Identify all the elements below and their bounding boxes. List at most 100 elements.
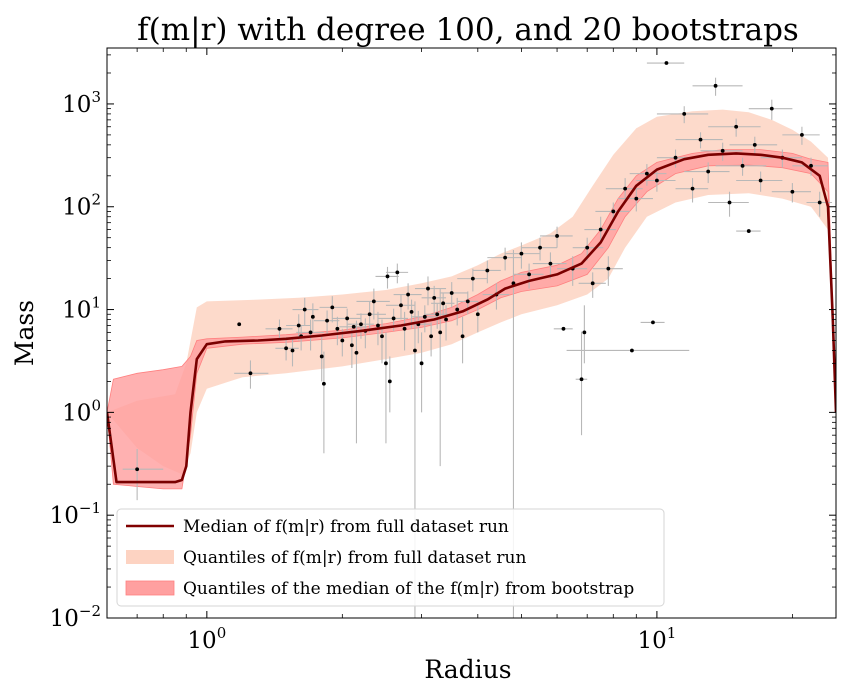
data-point: [519, 251, 524, 256]
data-point: [248, 371, 253, 376]
data-point: [455, 307, 460, 312]
data-point: [644, 171, 649, 176]
legend-label: Quantiles of the median of the f(m|r) fr…: [183, 579, 634, 599]
data-point: [319, 354, 324, 359]
data-point: [555, 234, 559, 238]
x-axis-label: Radius: [424, 655, 511, 684]
data-point: [422, 314, 427, 319]
data-point: [340, 338, 345, 343]
data-point: [345, 316, 350, 321]
data-point: [752, 142, 757, 147]
data-point: [237, 322, 242, 327]
data-point: [582, 330, 587, 335]
data-point: [790, 189, 795, 194]
data-point: [561, 326, 566, 331]
legend-label: Median of f(m|r) from full dataset run: [183, 517, 509, 537]
data-point: [727, 200, 732, 205]
y-axis-label: Mass: [10, 300, 39, 366]
plot-frame: [106, 47, 837, 619]
data-point: [354, 350, 359, 355]
data-point: [435, 312, 440, 317]
data-point: [444, 317, 448, 322]
data-point: [395, 270, 400, 275]
data-point: [284, 346, 288, 351]
data-point: [664, 61, 669, 65]
y-tick-label: 101: [62, 294, 101, 324]
data-point: [371, 299, 376, 304]
data-point: [367, 312, 372, 317]
median-line-group: [107, 152, 836, 484]
y-tick-label: 100: [62, 396, 101, 426]
data-point: [590, 281, 595, 286]
chart-title: f(m|r) with degree 100, and 20 bootstrap…: [137, 12, 799, 48]
legend: Median of f(m|r) from full dataset run Qu…: [116, 508, 665, 607]
data-point: [817, 200, 822, 205]
data-point: [720, 148, 725, 153]
data-point: [579, 377, 584, 382]
data-point: [302, 307, 307, 312]
y-tick-label: 103: [62, 88, 101, 118]
data-point: [769, 106, 774, 111]
legend-label: Quantiles of f(m|r) from full dataset ru…: [183, 548, 527, 568]
data-point: [384, 361, 388, 366]
legend-swatch: [125, 580, 175, 596]
data-point: [713, 83, 718, 88]
data-point: [485, 268, 490, 273]
data-point: [673, 155, 678, 160]
data-point: [527, 272, 531, 277]
data-point: [441, 301, 446, 306]
data-point: [598, 227, 603, 232]
data-point: [460, 334, 465, 339]
data-point: [432, 295, 437, 300]
data-point: [548, 261, 553, 266]
plot-area: [107, 61, 836, 618]
data-point: [277, 326, 282, 331]
data-point: [438, 330, 443, 335]
y-tick-label: 10−1: [50, 499, 101, 529]
data-point: [585, 245, 590, 250]
data-point: [634, 196, 639, 201]
median-line: [107, 152, 836, 484]
data-point: [538, 245, 542, 250]
data-point: [419, 361, 424, 366]
data-point: [351, 324, 356, 329]
data-point: [611, 209, 616, 214]
x-tick-label: 101: [637, 624, 676, 654]
data-point: [399, 303, 403, 308]
data-point: [296, 323, 301, 328]
data-point: [402, 326, 407, 331]
data-point: [391, 316, 396, 321]
data-point: [758, 178, 763, 183]
data-point: [325, 318, 329, 323]
data-point: [465, 299, 470, 304]
data-point: [135, 467, 140, 472]
data-point: [606, 266, 611, 271]
data-point: [809, 163, 813, 168]
data-point: [740, 163, 745, 168]
data-point: [449, 291, 454, 295]
data-point: [470, 276, 475, 281]
data-point: [310, 314, 315, 319]
data-point: [387, 379, 392, 384]
data-point: [475, 312, 480, 317]
data-point: [682, 112, 687, 116]
data-point: [406, 292, 410, 297]
data-point: [698, 137, 703, 142]
axis-ticks: 10−2 10−1 100 101 102 103 100 101: [50, 48, 836, 654]
data-point: [380, 334, 384, 339]
data-point: [426, 286, 430, 291]
data-point: [413, 348, 417, 353]
data-point: [690, 186, 695, 191]
data-point: [385, 274, 390, 279]
x-tick-label: 100: [187, 624, 226, 654]
data-point: [734, 124, 739, 129]
data-point: [706, 169, 711, 174]
data-point: [376, 323, 380, 328]
outer-quantile-band-group: [107, 109, 836, 475]
data-point: [335, 326, 340, 331]
data-point: [321, 381, 326, 386]
y-tick-label: 10−2: [50, 602, 101, 632]
data-point: [359, 322, 363, 327]
data-point: [655, 178, 659, 183]
